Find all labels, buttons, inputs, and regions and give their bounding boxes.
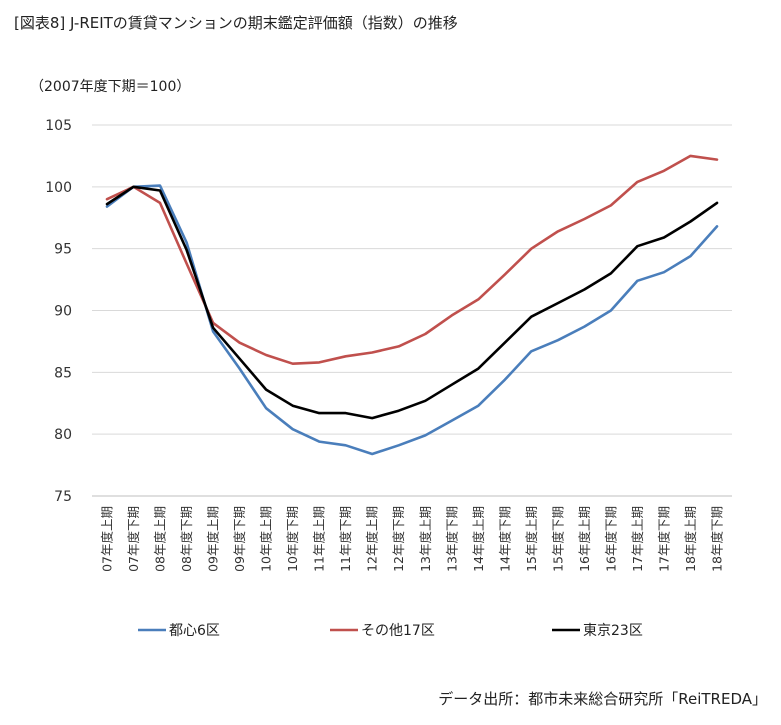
unit-note: （2007年度下期＝100） (30, 79, 191, 95)
legend-item: 都心6区 (138, 623, 220, 639)
y-tick-label: 90 (54, 304, 72, 320)
y-axis-ticks: 75 80 85 90 95 100 105 (45, 118, 72, 505)
legend: 都心6区 その他17区 東京23区 (138, 623, 643, 639)
x-tick-label: 16年度上期 (577, 506, 592, 572)
x-tick-label: 09年度下期 (232, 506, 247, 572)
line-chart: 75 80 85 90 95 100 105 07年度上期 07年度下期 08年度上期 08年度下… (45, 118, 732, 639)
x-tick-label: 07年度下期 (126, 506, 141, 572)
y-tick-label: 95 (54, 242, 72, 258)
x-tick-label: 15年度上期 (524, 506, 539, 572)
x-tick-label: 18年度下期 (710, 506, 725, 572)
x-tick-label: 08年度下期 (179, 506, 194, 572)
y-tick-label: 100 (45, 180, 72, 196)
x-tick-label: 14年度上期 (471, 506, 486, 572)
data-source-note: データ出所：都市未来総合研究所「ReiTREDA」 (438, 690, 767, 708)
chart-title: [図表8] J-REITの賃貸マンションの期末鑑定評価額（指数）の推移 (14, 14, 458, 32)
x-tick-label: 12年度下期 (391, 506, 406, 572)
y-tick-label: 80 (54, 427, 72, 443)
x-tick-label: 14年度下期 (497, 506, 512, 572)
x-tick-label: 07年度上期 (100, 506, 115, 572)
x-axis-ticks: 07年度上期 07年度下期 08年度上期 08年度下期 09年度上期 09年度下期 10年度… (100, 506, 725, 572)
legend-item: 東京23区 (552, 623, 643, 639)
x-tick-label: 13年度下期 (444, 506, 459, 572)
x-tick-label: 17年度上期 (630, 506, 645, 572)
grid-lines (92, 124, 732, 497)
series-lines (105, 154, 719, 456)
series-line-1 (105, 184, 719, 456)
legend-label: 東京23区 (583, 623, 643, 639)
series-line-3 (105, 185, 719, 420)
legend-label: その他17区 (361, 623, 435, 639)
x-tick-label: 17年度下期 (656, 506, 671, 572)
legend-item: その他17区 (330, 623, 435, 639)
x-tick-label: 18年度上期 (683, 506, 698, 572)
x-tick-label: 11年度上期 (312, 506, 327, 572)
x-tick-label: 15年度下期 (550, 506, 565, 572)
x-tick-label: 16年度下期 (603, 506, 618, 572)
y-tick-label: 105 (45, 118, 72, 134)
x-tick-label: 10年度上期 (259, 506, 274, 572)
x-tick-label: 12年度上期 (365, 506, 380, 572)
y-tick-label: 85 (54, 365, 72, 381)
x-tick-label: 11年度下期 (338, 506, 353, 572)
x-tick-label: 08年度上期 (153, 506, 168, 572)
x-tick-label: 10年度下期 (285, 506, 300, 572)
y-tick-label: 75 (54, 489, 72, 505)
legend-label: 都心6区 (169, 623, 220, 639)
x-tick-label: 13年度上期 (418, 506, 433, 572)
x-tick-label: 09年度上期 (206, 506, 221, 572)
